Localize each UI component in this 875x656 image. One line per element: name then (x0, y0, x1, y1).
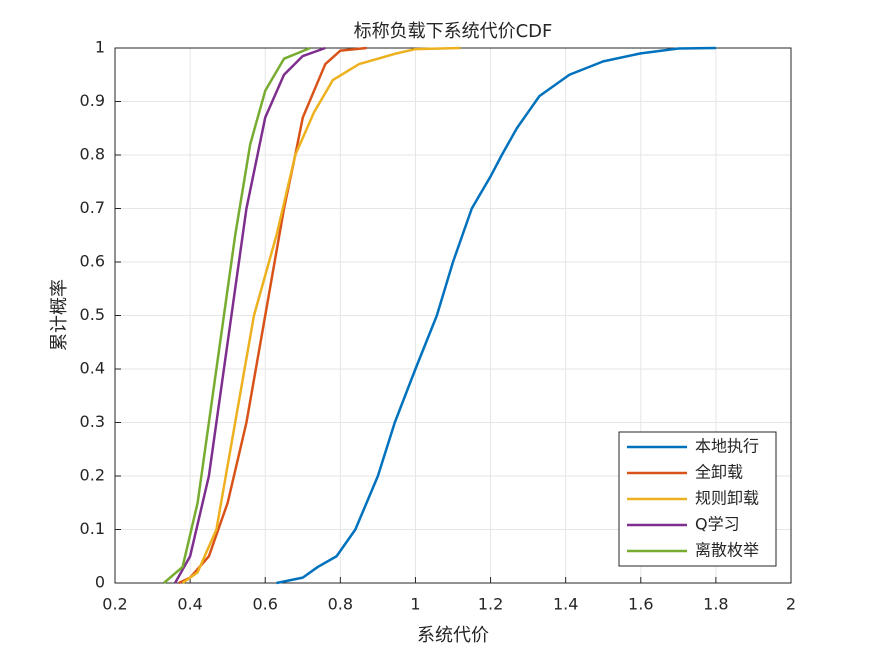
x-axis-label: 系统代价 (417, 625, 489, 646)
legend-label: 全卸载 (695, 463, 743, 482)
x-tick-label: 0.4 (177, 595, 202, 614)
legend-label: 规则卸载 (695, 489, 759, 508)
legend-label: Q学习 (695, 515, 740, 534)
x-tick-label: 0.6 (252, 595, 277, 614)
cdf-line (174, 46, 326, 584)
y-tick-label: 0.1 (80, 519, 105, 538)
x-tick-label: 0.8 (328, 595, 353, 614)
chart-title: 标称负载下系统代价CDF (354, 21, 553, 42)
x-tick-label: 0.2 (102, 595, 127, 614)
y-tick-label: 0.5 (80, 305, 105, 324)
x-tick-label: 1.2 (478, 595, 503, 614)
y-tick-label: 0.4 (80, 359, 105, 378)
y-tick-label: 0 (95, 573, 105, 592)
x-tick-label: 2 (786, 595, 796, 614)
cdf-line (276, 46, 716, 585)
x-tick-label: 1.6 (628, 595, 653, 614)
legend-label: 离散枚举 (695, 541, 759, 560)
y-tick-label: 0.7 (80, 198, 105, 217)
cdf-line (163, 46, 311, 584)
y-axis-label: 累计概率 (49, 279, 70, 351)
y-tick-label: 0.2 (80, 466, 105, 485)
y-tick-label: 0.6 (80, 252, 105, 271)
y-tick-label: 0.8 (80, 145, 105, 164)
legend-label: 本地执行 (695, 437, 759, 456)
x-tick-label: 1 (410, 595, 420, 614)
y-tick-label: 0.3 (80, 412, 105, 431)
y-tick-label: 1 (95, 38, 105, 57)
x-tick-label: 1.4 (553, 595, 578, 614)
x-tick-label: 1.8 (703, 595, 728, 614)
cdf-line (181, 46, 461, 585)
y-tick-label: 0.9 (80, 91, 105, 110)
cdf-line (178, 46, 367, 585)
